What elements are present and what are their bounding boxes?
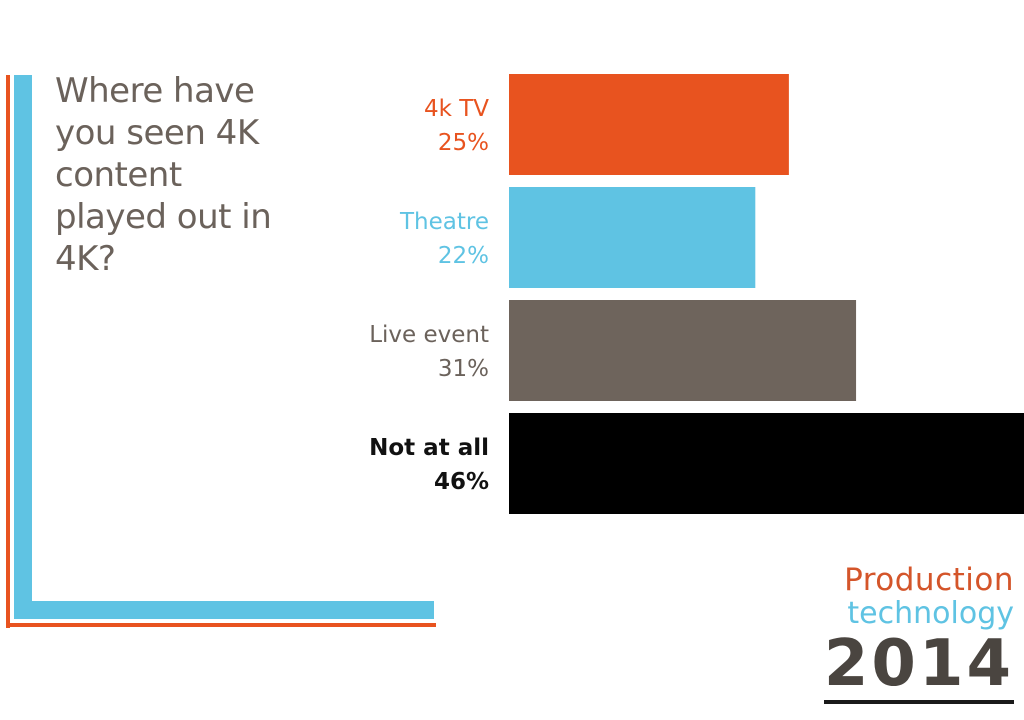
frame-orange-horizontal-line (6, 623, 436, 627)
category-label: Live event (369, 322, 489, 348)
frame-orange-vertical-line (6, 75, 10, 628)
bar-not-at-all (509, 413, 1024, 514)
value-label: 22% (438, 243, 489, 269)
brand-logo: Production technology 2014 (794, 562, 1014, 704)
bar-live-event (509, 300, 857, 401)
category-label: Not at all (369, 435, 489, 461)
chart-question-title: Where have you seen 4K content played ou… (55, 71, 272, 279)
brand-technology-text: technology (847, 596, 1014, 631)
brand-production-text: Production (844, 562, 1014, 598)
value-label: 46% (434, 469, 489, 495)
brand-year-text: 2014 (823, 630, 1014, 704)
category-label: 4k TV (424, 96, 489, 122)
bar-4k-tv (509, 74, 789, 175)
frame-blue-horizontal-bar (14, 601, 434, 619)
frame-blue-vertical-bar (14, 75, 32, 619)
category-label: Theatre (399, 209, 489, 235)
value-label: 31% (438, 356, 489, 382)
bar-theatre (509, 187, 756, 288)
value-label: 25% (438, 130, 489, 156)
